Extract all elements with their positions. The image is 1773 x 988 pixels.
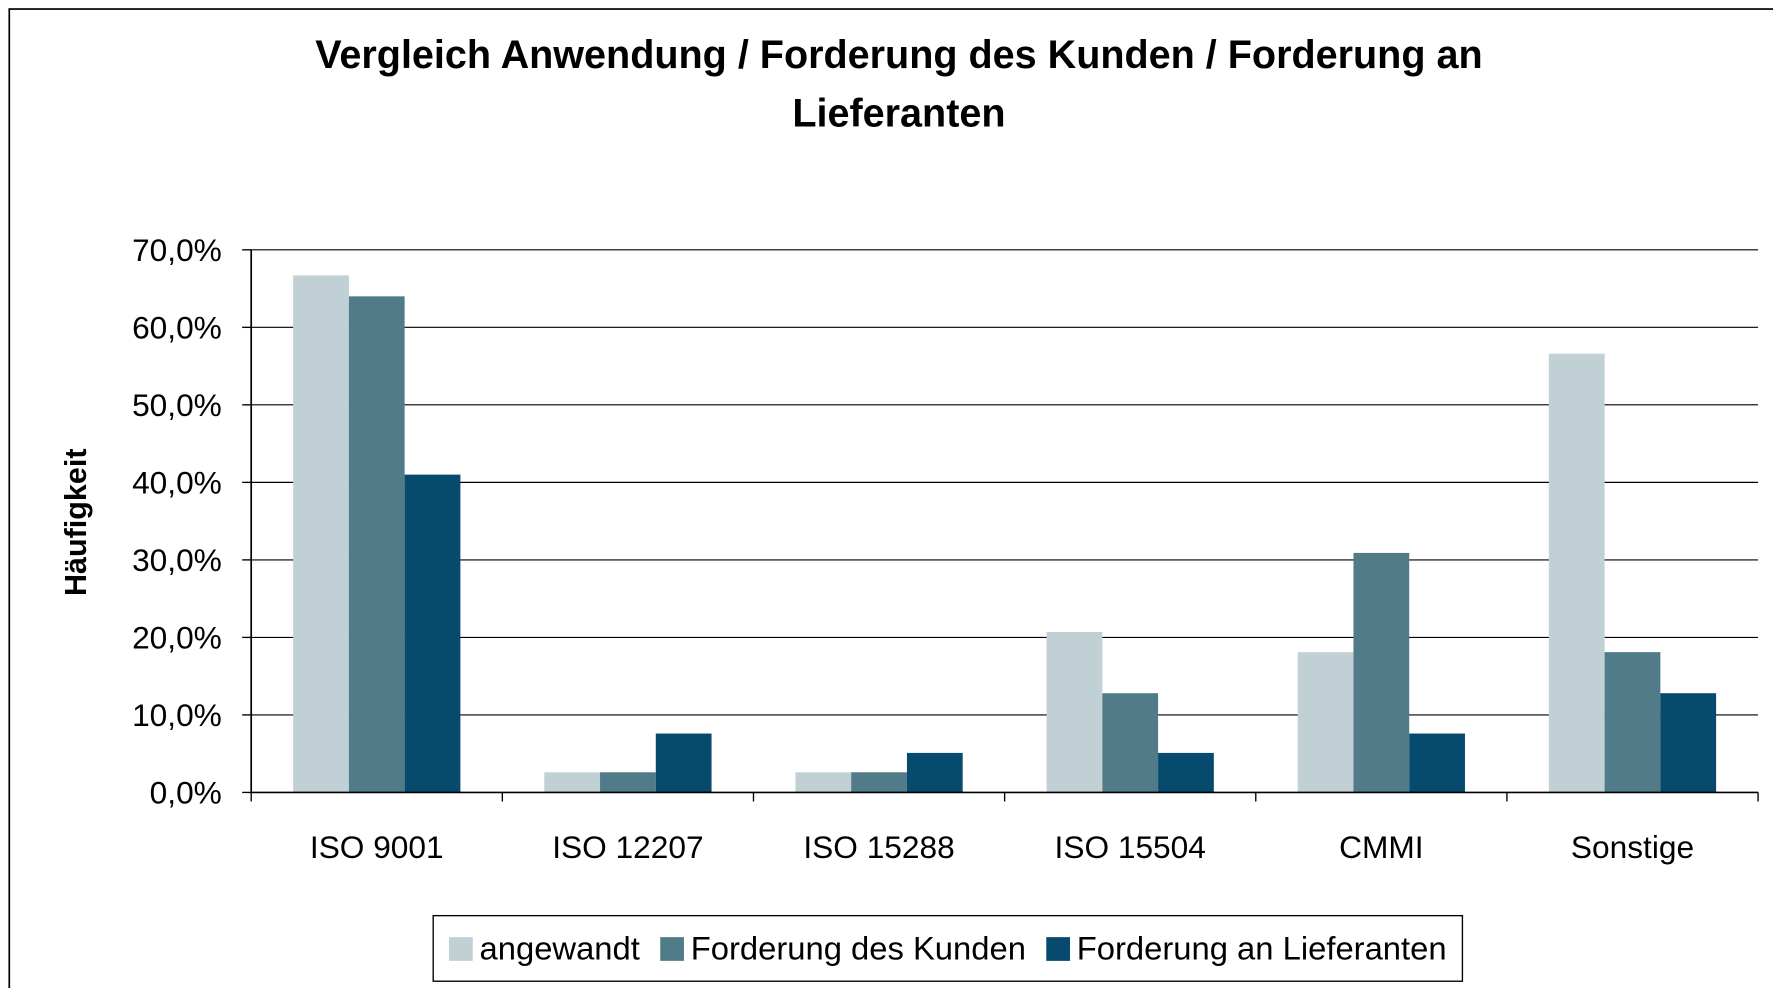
x-tick-label: CMMI (1339, 829, 1423, 865)
x-tick-label: ISO 9001 (310, 829, 444, 865)
bar (1409, 733, 1465, 793)
y-axis-label: Häufigkeit (59, 449, 93, 597)
bar (906, 752, 963, 793)
x-tick-label: ISO 15504 (1055, 829, 1206, 865)
bar (1604, 652, 1661, 793)
bar (404, 474, 461, 793)
title-line: Lieferanten (792, 92, 1005, 136)
y-tick-label: 20,0% (132, 620, 222, 656)
bar (851, 772, 907, 793)
bar (655, 733, 712, 793)
legend-label: Forderung des Kunden (691, 930, 1026, 967)
legend-swatch (449, 937, 473, 961)
bar (1548, 353, 1605, 793)
bar (600, 772, 656, 793)
y-tick-label: 0,0% (150, 775, 222, 811)
bar (1158, 752, 1214, 793)
bar (1353, 552, 1410, 793)
x-tick-label: ISO 15288 (803, 829, 954, 865)
chart-title: Vergleich Anwendung / Forderung des Kund… (315, 33, 1482, 136)
bar (1297, 652, 1354, 793)
y-tick-label: 50,0% (132, 387, 222, 423)
x-tick-label: ISO 12207 (552, 829, 703, 865)
bar (1660, 693, 1717, 793)
legend-swatch (1046, 937, 1071, 961)
bar (544, 772, 601, 793)
y-tick-label: 60,0% (132, 310, 222, 346)
legend-swatch (660, 937, 684, 961)
bar (1046, 631, 1103, 793)
bar (1102, 693, 1159, 793)
legend (432, 914, 1464, 982)
x-tick-label: Sonstige (1571, 829, 1694, 865)
y-tick-label: 40,0% (132, 465, 222, 501)
y-tick-label: 10,0% (132, 697, 222, 733)
y-tick-label: 70,0% (132, 232, 222, 268)
bar (795, 772, 852, 793)
y-tick-label: 30,0% (132, 542, 222, 578)
legend-label: angewandt (480, 930, 640, 967)
legend-label: Forderung an Lieferanten (1077, 930, 1447, 967)
title-line: Vergleich Anwendung / Forderung des Kund… (315, 33, 1482, 77)
bar (293, 275, 349, 793)
bar (348, 296, 405, 793)
